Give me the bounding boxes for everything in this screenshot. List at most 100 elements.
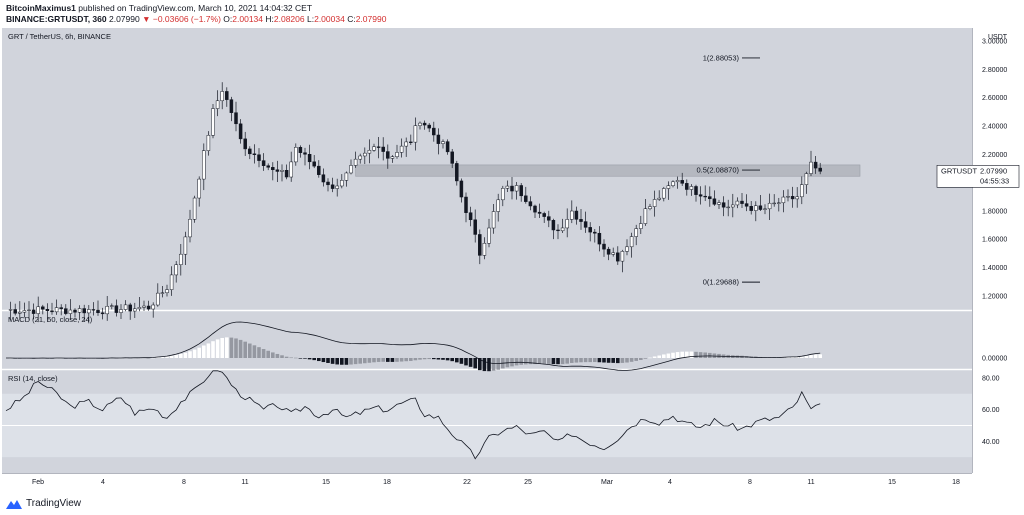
price-tick-label: 2.80000 (982, 67, 1007, 74)
candle-body (395, 152, 399, 157)
candle-body (165, 289, 169, 294)
macd-bar (427, 358, 431, 360)
macd-bar (372, 358, 376, 363)
time-tick-label: Mar (601, 479, 614, 486)
candle-body (455, 163, 459, 182)
macd-bar (340, 358, 344, 365)
macd-bar (225, 337, 229, 358)
candle-body (671, 181, 675, 186)
macd-bar (533, 358, 537, 365)
rsi-line (5, 370, 821, 460)
candle-body (215, 100, 220, 109)
macd-bar (188, 351, 192, 358)
time-axis-ticks: Feb 4 8 11 15 18 22 25 Mar 4 8 11 15 18 (32, 479, 960, 486)
resistance-zone[interactable] (355, 164, 861, 177)
macd-bar (192, 349, 197, 358)
open-label: O: (223, 14, 233, 24)
chart-svg[interactable]: 1(2.88053) 0.5(2.08870) 0(1.29688) 1.20000… (2, 28, 1022, 493)
macd-bar (220, 337, 224, 358)
macd-bar (206, 343, 211, 358)
candle-body (248, 148, 252, 155)
candle-body (657, 197, 661, 200)
candle-body (547, 216, 551, 221)
candle-body (183, 236, 188, 255)
candle-body (22, 310, 27, 313)
candle-body (238, 123, 243, 140)
macd-bar (349, 358, 353, 365)
candle-body (689, 186, 694, 190)
candle-body (501, 188, 505, 201)
tradingview-logo[interactable]: TradingView (6, 498, 81, 509)
macd-bar (344, 358, 349, 365)
macd-bar (524, 358, 528, 365)
candle-body (317, 165, 321, 175)
time-scale-bg[interactable] (2, 473, 1022, 493)
candle-body (445, 141, 450, 153)
candle-body (252, 153, 257, 155)
macd-bar (312, 358, 316, 361)
candle-body (353, 158, 358, 166)
candle-body (740, 200, 744, 204)
candle-body (648, 206, 652, 209)
price-tick-label: 2.40000 (982, 124, 1007, 131)
macd-bar (657, 355, 661, 358)
candle-body (441, 141, 445, 144)
candle-body (114, 305, 119, 313)
candle-body (105, 306, 109, 315)
price-scale-bg[interactable] (972, 28, 1022, 473)
macd-bar (202, 345, 206, 358)
candle-body (777, 202, 781, 204)
macd-bar (528, 358, 533, 365)
macd-bar (151, 357, 155, 359)
macd-bar (234, 338, 238, 358)
symbol-label[interactable]: BINANCE:GRTUSDT, 360 (6, 14, 107, 24)
time-tick-label: 18 (952, 479, 960, 486)
candle-body (156, 292, 160, 306)
candle-body (551, 220, 556, 231)
macd-bar (326, 358, 330, 363)
macd-bar (280, 355, 284, 358)
candle-body (18, 311, 22, 314)
macd-pane-title: MACD (21, 50, close, 24) (8, 315, 93, 324)
candle-body (804, 173, 809, 185)
candle-body (436, 134, 441, 144)
candle-body (763, 208, 767, 210)
macd-bar (510, 358, 514, 367)
author-name[interactable]: BitcoinMaximus1 (6, 3, 76, 13)
rsi-tick-label: 60.00 (982, 407, 1000, 414)
macd-bar (625, 358, 629, 363)
macd-bar (588, 358, 592, 363)
candle-body (349, 165, 353, 174)
candle-body (579, 219, 583, 222)
fib-level-label: 0(1.29688) (703, 278, 740, 287)
macd-bar (703, 352, 707, 358)
published-text: published on TradingView.com, March 10, … (78, 3, 313, 13)
macd-bar (409, 358, 413, 361)
macd-bar (418, 358, 422, 360)
price-tick-label: 1.80000 (982, 208, 1007, 215)
candle-body (781, 196, 786, 204)
macd-bar (160, 356, 165, 358)
low-value: 2.00034 (314, 14, 345, 24)
candle-body (96, 309, 100, 313)
rsi-pane-title: RSI (14, close) (8, 374, 58, 383)
chart-frame[interactable]: 1(2.88053) 0.5(2.08870) 0(1.29688) 1.20000… (2, 28, 1022, 493)
macd-bar (639, 358, 643, 360)
candle-body (381, 146, 385, 152)
candle-body (119, 309, 123, 313)
candle-body (169, 274, 174, 290)
macd-bar (560, 358, 565, 365)
candle-body (50, 310, 54, 313)
current-price-label: GRTUSDT 2.07990 04:55:33 (936, 165, 1020, 188)
candle-body (731, 204, 735, 208)
candle-body (330, 184, 335, 189)
candle-body (772, 202, 776, 205)
macd-bar (330, 358, 335, 364)
candle-body (473, 219, 477, 235)
candle-body (197, 178, 201, 199)
rsi-tick-label: 40.00 (982, 439, 1000, 446)
macd-bar (197, 347, 201, 358)
macd-bar (307, 358, 312, 360)
macd-bar (289, 357, 293, 359)
candle-body (271, 167, 275, 171)
